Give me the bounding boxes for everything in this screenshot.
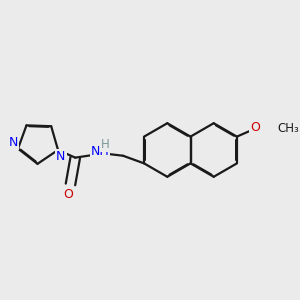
Text: O: O [64, 188, 74, 200]
Text: N: N [8, 136, 18, 149]
Text: NH: NH [91, 146, 110, 158]
Text: H: H [100, 138, 109, 151]
Text: N: N [56, 150, 66, 163]
Text: O: O [250, 122, 260, 134]
Text: CH₃: CH₃ [277, 122, 299, 136]
